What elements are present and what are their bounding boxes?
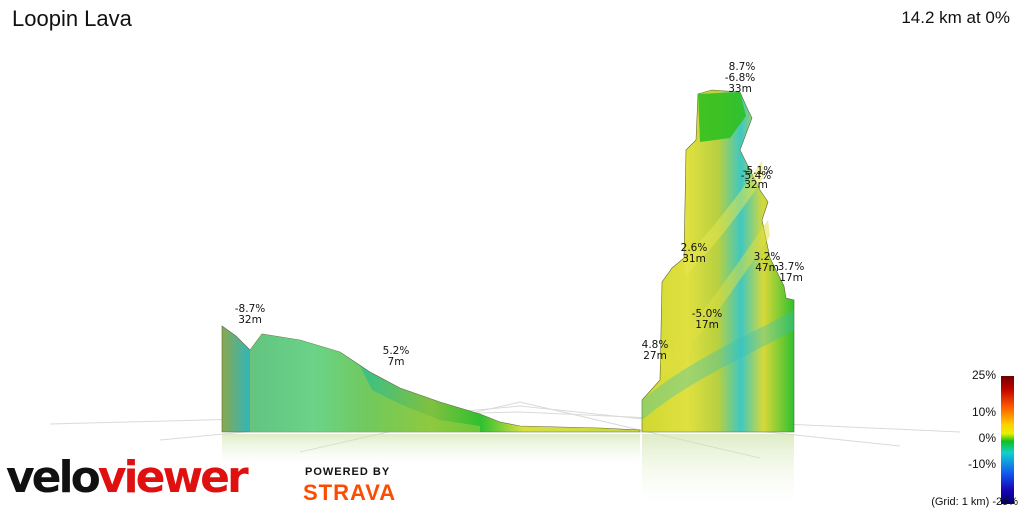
legend-tick: 10% bbox=[971, 405, 996, 419]
grid-note: (Grid: 1 km) -25% bbox=[931, 496, 1018, 508]
legend-tick: -10% bbox=[967, 457, 996, 471]
left-ridge bbox=[221, 325, 641, 433]
reflections bbox=[222, 434, 794, 512]
segment-label-grade: -6.8% bbox=[725, 72, 755, 84]
segment-label-grade: 3.2% bbox=[754, 251, 781, 263]
segment-label-dist: 47m bbox=[755, 262, 779, 274]
segment-label-dist: 7m bbox=[388, 356, 405, 368]
segment-label-grade: 8.7% bbox=[729, 61, 756, 73]
segment-label-dist: 17m bbox=[695, 319, 719, 331]
powered-by-text: POWERED BY bbox=[305, 466, 391, 478]
segment-label-grade: 3.7% bbox=[778, 261, 805, 273]
segment-label-dist: 31m bbox=[682, 253, 706, 265]
segment-labels: -8.7% 32m 5.2% 7m 8.7% -6.8% 33m -5.1% -… bbox=[235, 61, 805, 368]
segment-label-grade: -5.1% bbox=[743, 165, 773, 177]
segment-label-dist: 32m bbox=[238, 314, 262, 326]
segment-label-grade: -5.4% bbox=[741, 170, 771, 182]
right-tower bbox=[641, 89, 795, 433]
segment-label-grade: 5.2% bbox=[383, 345, 410, 357]
gradient-color-bar bbox=[1001, 376, 1014, 504]
route-summary: 14.2 km at 0% bbox=[901, 8, 1010, 27]
segment-label-dist: 17m bbox=[779, 272, 803, 284]
gradient-legend: 25% 10% 0% -10% bbox=[964, 368, 1024, 512]
logo-viewer-text: viewer bbox=[97, 452, 249, 503]
segment-label-dist: 27m bbox=[643, 350, 667, 362]
legend-tick: 25% bbox=[971, 368, 996, 382]
route-title: Loopin Lava bbox=[12, 6, 132, 31]
segment-label-dist: 32m bbox=[744, 179, 768, 191]
segment-label-dist: 33m bbox=[728, 83, 752, 95]
strava-logo[interactable]: STRAVA bbox=[303, 480, 397, 505]
segment-label-grade: 4.8% bbox=[642, 339, 669, 351]
logo-velo-text: velo bbox=[6, 452, 101, 503]
segment-label-grade: -8.7% bbox=[235, 303, 265, 315]
segment-label-grade: -5.0% bbox=[692, 308, 722, 320]
segment-label-grade: 2.6% bbox=[681, 242, 708, 254]
legend-tick: 0% bbox=[978, 431, 996, 445]
